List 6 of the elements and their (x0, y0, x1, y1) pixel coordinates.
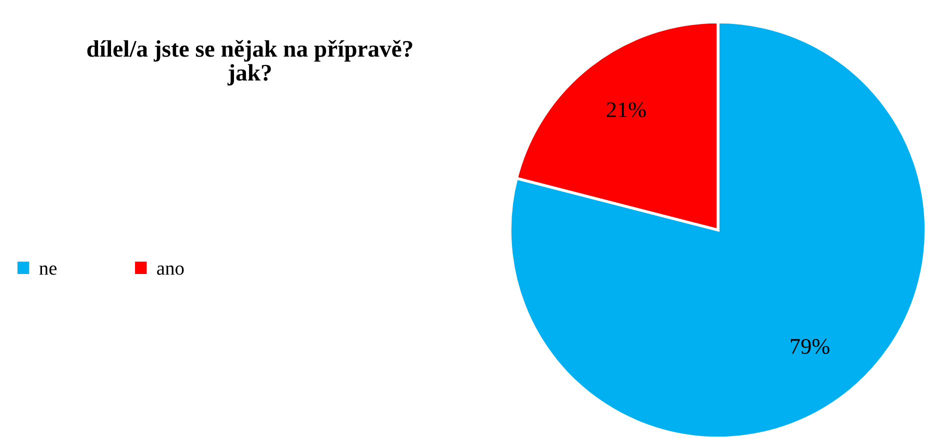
data-label: 79% (790, 338, 830, 354)
legend-label: ano (157, 266, 184, 275)
text: dílel/a jste se nějak na přípravě? jak? (87, 40, 412, 86)
data-label: 21% (606, 102, 646, 118)
legend-label: ne (39, 266, 57, 275)
pie-slice (508, 20, 928, 439)
